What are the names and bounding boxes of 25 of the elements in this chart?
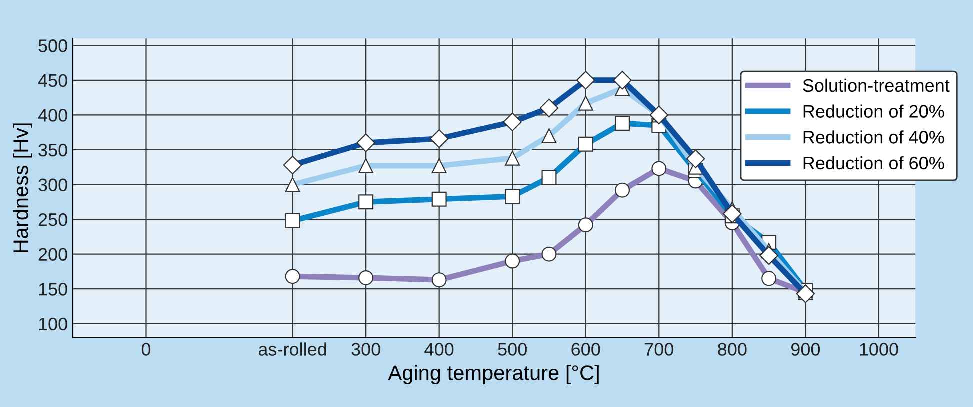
x-tick-label: 0 xyxy=(142,343,151,356)
y-tick-label: 100 xyxy=(39,318,68,331)
x-tick-label: 800 xyxy=(718,343,747,356)
y-tick-label: 150 xyxy=(39,283,68,296)
y-tick-label: 300 xyxy=(38,178,68,192)
x-tick-label: 700 xyxy=(645,343,674,356)
y-tick-label: 200 xyxy=(38,248,68,262)
y-tick-label: 500 xyxy=(38,40,68,52)
y-tick-label: 250 xyxy=(38,213,68,226)
x-tick-label: 600 xyxy=(572,343,600,356)
x-tick-label: 400 xyxy=(424,343,454,356)
legend-label: Solution-treatment xyxy=(803,78,950,92)
x-tick-label: 300 xyxy=(352,343,380,356)
legend-label: Reduction of 40% xyxy=(804,130,944,144)
x-tick-label: as-rolled xyxy=(258,342,326,356)
x-tick-label: 900 xyxy=(791,343,820,356)
y-axis-title: Hardness [Hv] xyxy=(13,124,32,253)
x-tick-label: 500 xyxy=(498,343,527,356)
legend-label: Reduction of 20% xyxy=(804,104,944,118)
y-tick-label: 400 xyxy=(38,109,68,122)
x-tick-label: 1000 xyxy=(860,343,898,356)
y-tick-label: 350 xyxy=(38,144,68,157)
legend-label: Reduction of 60% xyxy=(804,156,944,170)
x-axis-title: Aging temperature [°C] xyxy=(388,365,599,384)
y-tick-label: 450 xyxy=(38,74,68,88)
